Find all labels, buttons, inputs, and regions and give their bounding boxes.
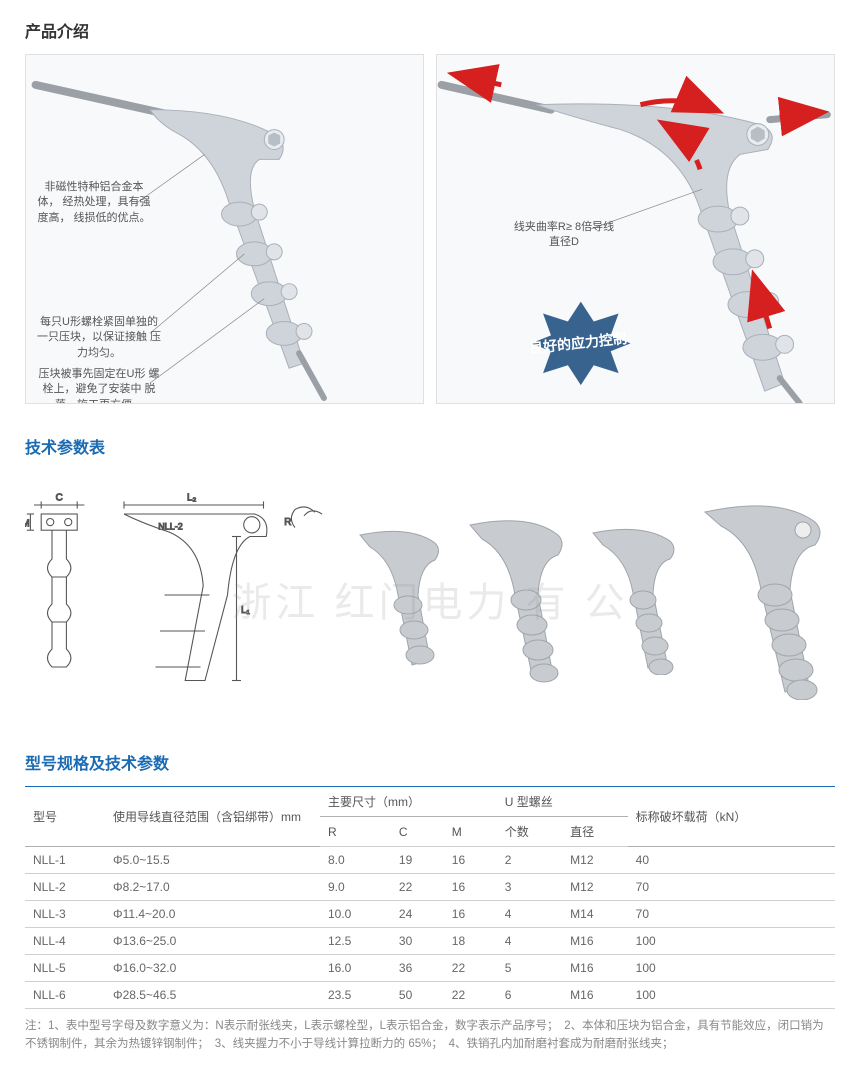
table-row: NLL-5Φ16.0~32.016.036225M16100: [25, 955, 835, 982]
cell-dia: M14: [562, 901, 627, 928]
th-m: M: [444, 817, 497, 847]
cell-dia: M16: [562, 982, 627, 1009]
spec-title: 型号规格及技术参数: [25, 750, 835, 774]
cell-C: 50: [391, 982, 444, 1009]
table-row: NLL-1Φ5.0~15.58.019162M1240: [25, 847, 835, 874]
svg-text:L₁: L₁: [241, 605, 250, 616]
cell-R: 16.0: [320, 955, 391, 982]
cell-count: 3: [497, 874, 562, 901]
product-photo-1: [350, 515, 450, 675]
cell-M: 16: [444, 901, 497, 928]
cell-C: 19: [391, 847, 444, 874]
table-row: NLL-2Φ8.2~17.09.022163M1270: [25, 874, 835, 901]
product-photo-4: [695, 490, 835, 700]
intro-title: 产品介绍: [25, 18, 835, 42]
cell-dia: M12: [562, 847, 627, 874]
th-model: 型号: [25, 787, 105, 847]
cell-count: 6: [497, 982, 562, 1009]
cell-R: 10.0: [320, 901, 391, 928]
cell-R: 9.0: [320, 874, 391, 901]
cell-M: 22: [444, 955, 497, 982]
cell-count: 5: [497, 955, 562, 982]
table-row: NLL-4Φ13.6~25.012.530184M16100: [25, 928, 835, 955]
product-photo-3: [585, 515, 685, 675]
spec-table: 型号 使用导线直径范围（含铝绑带）mm 主要尺寸（mm） U 型螺丝 标称破坏载…: [25, 786, 835, 1009]
cell-load: 70: [628, 901, 835, 928]
tech-title: 技术参数表: [25, 434, 835, 458]
diagram-left: 非磁性特种铝合金本体， 经热处理，具有强度高， 线损低的优点。 每只U形螺栓紧固…: [25, 54, 424, 404]
callout-ubolt: 每只U形螺栓紧固单独的 一只压块，以保证接触 压力均匀。: [34, 315, 164, 361]
cell-C: 36: [391, 955, 444, 982]
cell-count: 4: [497, 901, 562, 928]
cell-R: 23.5: [320, 982, 391, 1009]
callout-material: 非磁性特种铝合金本体， 经热处理，具有强度高， 线损低的优点。: [34, 180, 154, 226]
callout-block: 压块被事先固定在U形 螺栓上，避免了安装中 脱落，施工更方便。: [34, 367, 164, 404]
cell-M: 16: [444, 847, 497, 874]
cell-load: 40: [628, 847, 835, 874]
line-drawing: C M L₂ NLL-2 L₁ R: [25, 475, 340, 715]
cell-model: NLL-4: [25, 928, 105, 955]
cell-C: 22: [391, 874, 444, 901]
cell-load: 100: [628, 982, 835, 1009]
cell-model: NLL-6: [25, 982, 105, 1009]
cell-R: 12.5: [320, 928, 391, 955]
cell-range: Φ8.2~17.0: [105, 874, 320, 901]
cell-C: 24: [391, 901, 444, 928]
th-diameter: 直径: [562, 817, 627, 847]
cell-M: 18: [444, 928, 497, 955]
svg-text:M: M: [25, 519, 30, 530]
cell-M: 22: [444, 982, 497, 1009]
cell-M: 16: [444, 874, 497, 901]
cell-load: 100: [628, 928, 835, 955]
th-c: C: [391, 817, 444, 847]
tech-drawing-row: 浙江 红门电力 有 公 C M L₂ NLL-2 L₁ R: [25, 470, 835, 720]
diagram-right: 线夹曲率R≥ 8倍导线直径D 良好的应力控制: [436, 54, 835, 404]
cell-model: NLL-2: [25, 874, 105, 901]
cell-model: NLL-3: [25, 901, 105, 928]
svg-text:C: C: [56, 493, 63, 504]
cell-dia: M12: [562, 874, 627, 901]
th-count: 个数: [497, 817, 562, 847]
footnote: 注：1、表中型号字母及数字意义为：N表示耐张线夹，L表示螺栓型，L表示铝合金，数…: [25, 1017, 835, 1054]
cell-range: Φ5.0~15.5: [105, 847, 320, 874]
cell-count: 2: [497, 847, 562, 874]
table-row: NLL-3Φ11.4~20.010.024164M1470: [25, 901, 835, 928]
th-load: 标称破坏载荷（kN）: [628, 787, 835, 847]
cell-load: 100: [628, 955, 835, 982]
intro-diagrams: 非磁性特种铝合金本体， 经热处理，具有强度高， 线损低的优点。 每只U形螺栓紧固…: [25, 54, 835, 404]
th-r: R: [320, 817, 391, 847]
svg-text:NLL-2: NLL-2: [158, 521, 183, 531]
cell-R: 8.0: [320, 847, 391, 874]
svg-text:L₂: L₂: [187, 493, 196, 504]
cell-range: Φ16.0~32.0: [105, 955, 320, 982]
th-ubolt: U 型螺丝: [497, 787, 628, 817]
cell-C: 30: [391, 928, 444, 955]
cell-range: Φ28.5~46.5: [105, 982, 320, 1009]
cell-dia: M16: [562, 955, 627, 982]
cell-load: 70: [628, 874, 835, 901]
cell-dia: M16: [562, 928, 627, 955]
cell-count: 4: [497, 928, 562, 955]
th-main-dim: 主要尺寸（mm）: [320, 787, 497, 817]
th-range: 使用导线直径范围（含铝绑带）mm: [105, 787, 320, 847]
cell-model: NLL-5: [25, 955, 105, 982]
cell-model: NLL-1: [25, 847, 105, 874]
cell-range: Φ11.4~20.0: [105, 901, 320, 928]
table-row: NLL-6Φ28.5~46.523.550226M16100: [25, 982, 835, 1009]
callout-curvature: 线夹曲率R≥ 8倍导线直径D: [509, 220, 619, 251]
cell-range: Φ13.6~25.0: [105, 928, 320, 955]
svg-text:R: R: [284, 517, 291, 528]
product-photo-2: [460, 505, 575, 685]
